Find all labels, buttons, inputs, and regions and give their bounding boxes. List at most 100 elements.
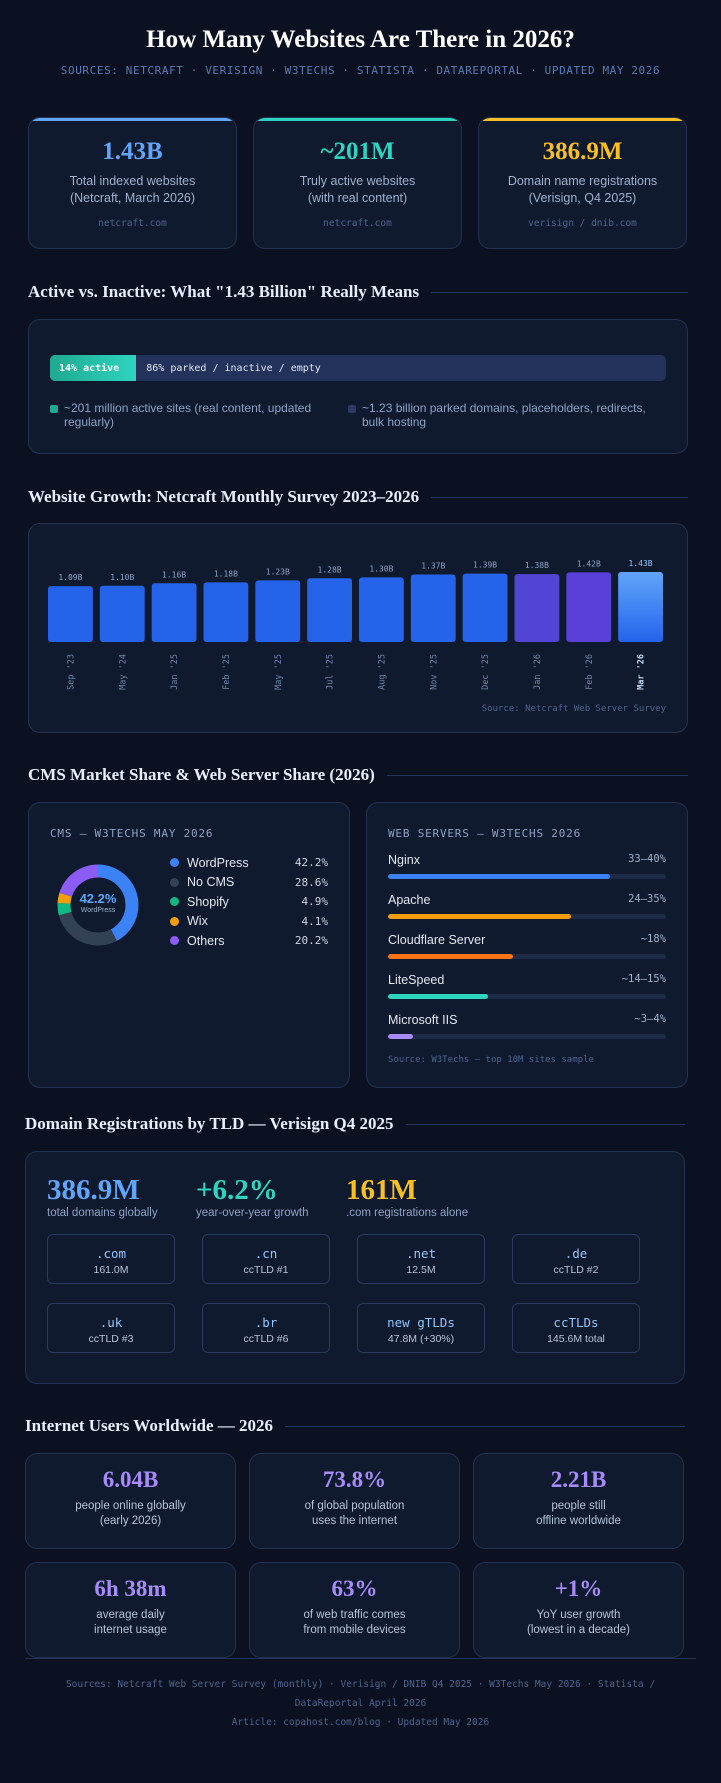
server-bar-track: [388, 914, 666, 919]
bar-category-label: Mar '26: [637, 654, 647, 690]
section-title-text: Domain Registrations by TLD — Verisign Q…: [25, 1114, 394, 1133]
section-title-text: Internet Users Worldwide — 2026: [25, 1416, 274, 1435]
page-footer: Sources: Netcraft Web Server Survey (mon…: [25, 1658, 696, 1732]
stat-accent-bar: [254, 118, 461, 121]
user-stat-label: of global population uses the internet: [250, 1499, 459, 1529]
server-name: Cloudflare Server: [388, 933, 486, 947]
section-title-text: Active vs. Inactive: What "1.43 Billion"…: [28, 282, 420, 301]
bar-category-label: Feb '26: [585, 654, 595, 690]
cms-percent: 4.1%: [301, 914, 329, 928]
server-panel: WEB SERVERS — W3TECHS 2026 Nginx 33–40% Ap…: [366, 802, 688, 1088]
server-row: Microsoft IIS ~3–4%: [388, 1013, 666, 1039]
server-bar-fill: [388, 994, 489, 999]
section-title-growth: Website Growth: Netcraft Monthly Survey …: [28, 487, 688, 507]
legend-inactive: ~1.23 billion parked domains, placeholde…: [348, 401, 668, 429]
tld-detail: ccTLD #6: [243, 1333, 289, 1345]
footer-article: Article: copahost.com/blog · Updated May…: [231, 1717, 490, 1728]
cms-name: Others: [187, 933, 225, 948]
section-title-domains: Domain Registrations by TLD — Verisign Q…: [25, 1114, 685, 1134]
legend-text-line-2: bulk hosting: [362, 415, 427, 429]
bar-category-label: Sep '23: [66, 654, 76, 690]
user-stat-card: 6h 38m average daily internet usage: [25, 1562, 236, 1658]
user-stat-card: 63% of web traffic comes from mobile devic…: [249, 1562, 460, 1658]
user-stat-label-line-1: people online globally: [75, 1500, 186, 1512]
server-bar-track: [388, 874, 666, 879]
stat-label: Total indexed websites (Netcraft, March 2…: [29, 173, 236, 207]
user-stat-label-line-2: internet usage: [94, 1624, 167, 1636]
bar-category-label: Dec '25: [481, 654, 491, 690]
user-stat-label-line-1: of web traffic comes: [303, 1609, 406, 1621]
stat-label-line-2: (Netcraft, March 2026): [69, 191, 196, 205]
stat-label: Truly active websites (with real content): [254, 173, 461, 207]
bar-value-label: 1.28B: [318, 565, 342, 574]
server-share: ~14–15%: [621, 973, 666, 985]
stat-label-line-2: (Verisign, Q4 2025): [528, 191, 637, 205]
legend-text-line-1: ~201 million active sites (real content,…: [64, 401, 312, 415]
bar-value-label: 1.42B: [577, 559, 601, 568]
domain-stat-value: +6.2%: [196, 1174, 278, 1206]
server-share: 33–40%: [628, 853, 666, 865]
bar-category-label: Nov '25: [429, 654, 439, 690]
tld-name: ccTLDs: [553, 1315, 599, 1330]
donut-center-value: 42.2%: [79, 891, 117, 906]
tld-card: .net 12.5M: [357, 1234, 485, 1284]
cms-name: Shopify: [187, 894, 229, 909]
server-name: LiteSpeed: [388, 973, 445, 987]
bar-7: [410, 574, 456, 642]
bar-value-label: 1.10B: [110, 573, 134, 582]
bar-8: [462, 573, 508, 642]
stat-value: ~201M: [320, 138, 395, 165]
page-header: How Many Websites Are There in 2026? SOU…: [0, 0, 721, 77]
bar-2: [151, 583, 197, 642]
tld-detail: 47.8M (+30%): [387, 1333, 455, 1345]
user-stat-card: +1% YoY user growth (lowest in a decade): [473, 1562, 684, 1658]
bar-value-label: 1.43B: [629, 559, 653, 568]
legend-swatch-active: [50, 405, 58, 413]
user-stat-label-line-1: YoY user growth: [536, 1609, 621, 1621]
stat-value: 1.43B: [102, 138, 163, 165]
bar-value-label: 1.38B: [525, 561, 549, 570]
cms-legend-item: Wix 4.1%: [170, 912, 328, 932]
donut-center: 42.2% WordPress: [50, 891, 146, 914]
server-share: ~3–4%: [634, 1013, 666, 1025]
footer-sources: Sources: Netcraft Web Server Survey (mon…: [65, 1679, 656, 1690]
user-stat-value: 2.21B: [550, 1467, 607, 1492]
server-bar-fill: [388, 954, 514, 959]
domain-stat-label: year-over-year growth: [196, 1207, 309, 1219]
bar-10: [566, 572, 612, 642]
user-stat-value: 73.8%: [322, 1467, 387, 1492]
domain-stat-value: 386.9M: [47, 1174, 140, 1206]
tld-card: .cn ccTLD #1: [202, 1234, 330, 1284]
bar-value-label: 1.18B: [214, 569, 238, 578]
section-title-users: Internet Users Worldwide — 2026: [25, 1416, 685, 1436]
stat-source: netcraft.com: [98, 218, 167, 229]
stat-card-domain-registrations: 386.9M Domain name registrations (Verisig…: [478, 117, 687, 249]
user-stat-label-line-2: from mobile devices: [303, 1624, 406, 1636]
server-row: LiteSpeed ~14–15%: [388, 973, 666, 999]
stat-card-total-websites: 1.43B Total indexed websites (Netcraft, M…: [28, 117, 237, 249]
server-bar-track: [388, 1034, 666, 1039]
stat-source: netcraft.com: [323, 218, 392, 229]
user-stat-label-line-2: uses the internet: [311, 1515, 398, 1527]
donut-slice-no-cms: [57, 864, 139, 946]
user-stat-label: people still offline worldwide: [474, 1499, 683, 1529]
section-divider: [386, 774, 688, 776]
stat-label-line-1: Total indexed websites: [69, 174, 196, 188]
server-source: Source: W3Techs — top 10M sites sample: [388, 1055, 594, 1065]
cms-name: WordPress: [187, 855, 249, 870]
server-row: Nginx 33–40%: [388, 853, 666, 879]
cms-panel: CMS — W3TECHS MAY 2026 42.2% WordPress W…: [28, 802, 350, 1088]
domain-stat-label: total domains globally: [47, 1207, 158, 1219]
user-stat-card: 73.8% of global population uses the intern…: [249, 1453, 460, 1549]
server-share: 24–35%: [628, 893, 666, 905]
donut-center-label: WordPress: [80, 907, 116, 914]
server-name: Apache: [388, 893, 431, 907]
donut-slice-others: [57, 864, 139, 946]
stat-source: verisign / dnib.com: [528, 218, 637, 229]
section-divider: [431, 496, 688, 498]
footer-sources-cont: DataReportal April 2026: [294, 1698, 427, 1709]
stat-value: 386.9M: [542, 138, 623, 165]
legend-text-inactive: ~1.23 billion parked domains, placeholde…: [362, 401, 646, 429]
tld-detail: 12.5M: [406, 1264, 436, 1276]
bar-9: [514, 574, 560, 642]
